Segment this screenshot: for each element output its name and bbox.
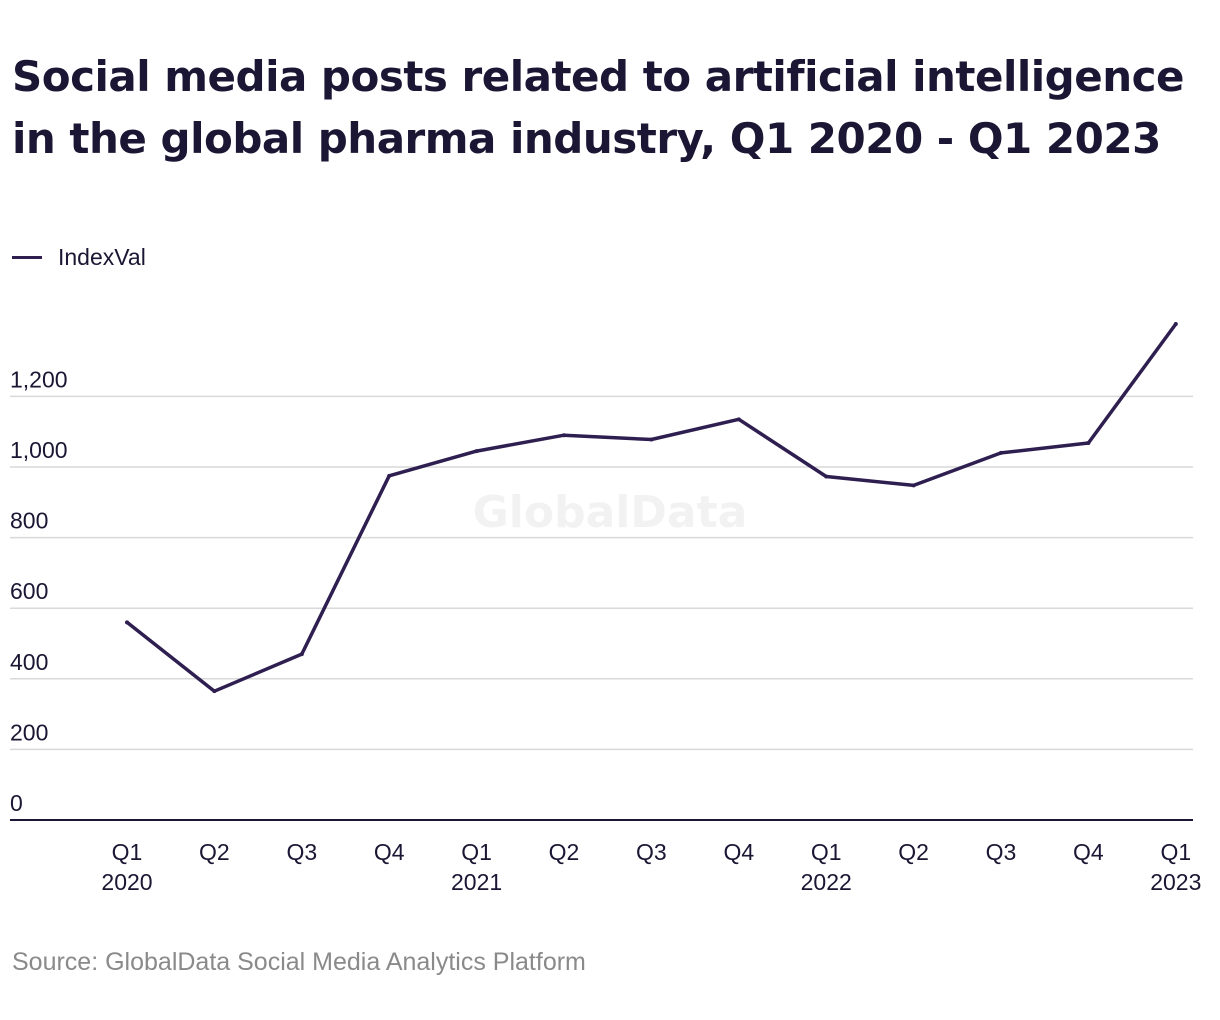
data-point (299, 652, 304, 657)
y-tick-label: 0 (10, 790, 23, 816)
data-point (125, 620, 129, 625)
gridlines (10, 395, 1193, 751)
chart-legend: IndexVal (12, 242, 146, 272)
x-tick-year-label: 2022 (801, 869, 852, 895)
x-tick-label: Q3 (286, 839, 317, 865)
x-tick-year-label: 2023 (1150, 869, 1201, 895)
x-tick-label: Q2 (549, 839, 580, 865)
y-tick-label: 1,000 (10, 437, 68, 463)
x-tick-label: Q3 (986, 839, 1017, 865)
x-tick-year-label: 2021 (451, 869, 502, 895)
watermark: GlobalData (473, 487, 748, 538)
source-note: Source: GlobalData Social Media Analytic… (12, 948, 586, 976)
x-tick-label: Q4 (1073, 839, 1104, 865)
data-point (911, 483, 916, 488)
data-point (1086, 440, 1091, 445)
y-tick-label: 200 (10, 719, 48, 745)
x-tick-label: Q4 (374, 839, 405, 865)
legend-label: IndexVal (58, 243, 146, 270)
chart-title: Social media posts related to artificial… (12, 52, 1185, 163)
y-tick-label: 1,200 (10, 366, 68, 392)
data-point (736, 417, 741, 422)
data-point (999, 450, 1003, 455)
x-tick-label: Q2 (199, 839, 230, 865)
x-tick-label: Q2 (898, 839, 929, 865)
x-tick-label: Q4 (723, 839, 754, 865)
x-tick-label: Q1 (811, 839, 842, 865)
x-tick-label: Q1 (112, 839, 143, 865)
y-tick-label: 800 (10, 508, 48, 534)
data-point (474, 449, 479, 454)
data-point (1173, 322, 1178, 327)
x-tick-label: Q1 (1160, 839, 1191, 865)
data-point (212, 689, 217, 694)
legend-line-swatch (12, 255, 42, 259)
data-point (649, 437, 654, 442)
x-tick-label: Q1 (461, 839, 492, 865)
series (125, 322, 1178, 694)
y-tick-label: 400 (10, 649, 48, 675)
x-tick-year-label: 2020 (101, 869, 152, 895)
data-point (387, 473, 392, 478)
data-point (824, 474, 829, 479)
x-tick-label: Q3 (636, 839, 667, 865)
data-point (562, 433, 566, 438)
y-axis-ticks: 0 200 400 600 800 1,000 1,200 (10, 366, 68, 816)
x-axis-ticks: Q1 2020 Q2 Q3 Q4 Q1 2021 Q2 Q3 Q4 Q1 2022 Q2 Q3 Q4 Q1 20… (101, 839, 1201, 895)
y-tick-label: 600 (10, 578, 48, 604)
